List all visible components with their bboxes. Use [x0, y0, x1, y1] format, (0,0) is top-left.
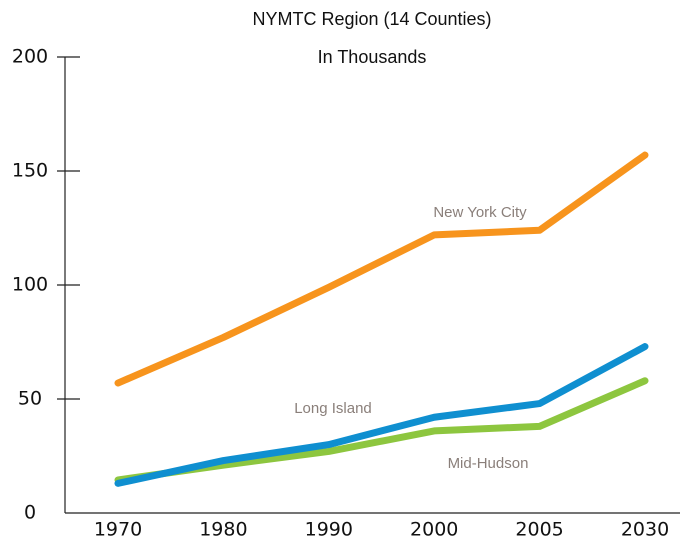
chart-subtitle: NYMTC Region (14 Counties): [252, 9, 491, 29]
y-tick-label: 50: [18, 388, 42, 410]
y-tick-label: 150: [12, 160, 48, 182]
x-tick-label: 2000: [410, 519, 458, 541]
series-label: New York City: [433, 204, 527, 221]
x-tick-label: 2005: [515, 519, 563, 541]
x-tick-label: 2030: [621, 519, 669, 541]
unit-label: In Thousands: [318, 47, 427, 67]
x-tick-label: 1970: [94, 519, 142, 541]
series-line: [114, 343, 649, 487]
series-line: [114, 151, 649, 387]
y-tick-label: 200: [12, 46, 48, 68]
series-label: Mid-Hudson: [448, 455, 529, 472]
x-tick-label: 1980: [199, 519, 247, 541]
x-tick-label: 1990: [305, 519, 353, 541]
series-label: Long Island: [294, 400, 372, 417]
y-tick-label: 0: [24, 502, 36, 524]
y-tick-label: 100: [12, 274, 48, 296]
